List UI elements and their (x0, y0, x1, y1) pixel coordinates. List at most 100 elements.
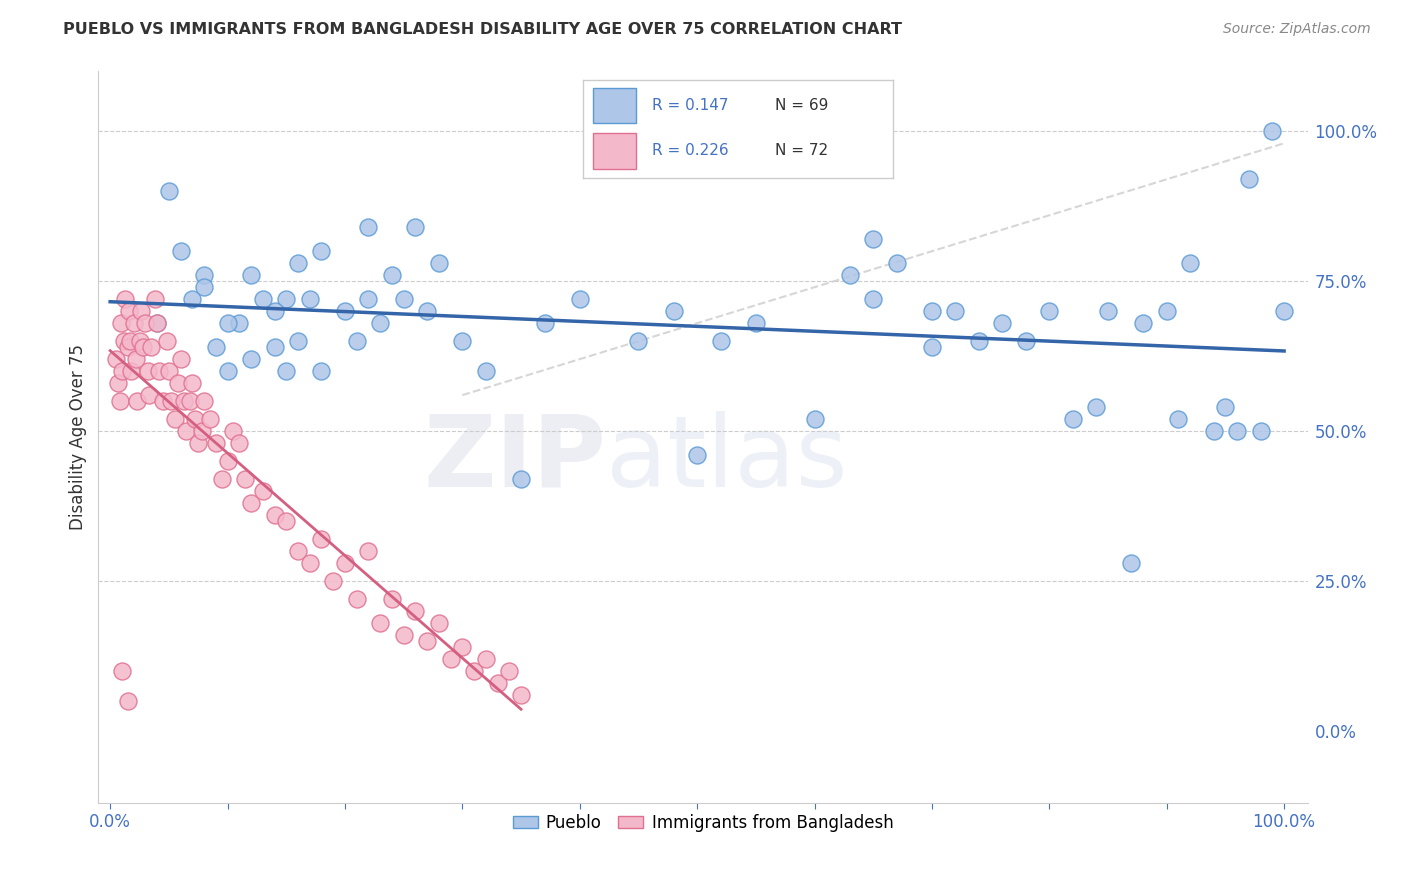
Point (416, 304, 439, 318)
Point (204, 436, 226, 450)
Point (1038, 304, 1060, 318)
Point (921, 340, 943, 354)
Point (263, 304, 285, 318)
Point (1261, 124, 1284, 138)
Point (117, 340, 139, 354)
Point (627, 334, 650, 348)
Point (228, 316, 250, 330)
Point (1121, 556, 1143, 570)
Point (862, 292, 884, 306)
Point (510, 472, 533, 486)
Point (263, 340, 285, 354)
Point (568, 292, 591, 306)
Point (111, 664, 134, 678)
Point (298, 292, 321, 306)
Point (803, 412, 825, 426)
Text: N = 69: N = 69 (775, 98, 828, 113)
Point (967, 334, 990, 348)
Point (298, 556, 321, 570)
Point (1015, 334, 1038, 348)
Point (392, 628, 415, 642)
Point (125, 352, 148, 367)
FancyBboxPatch shape (593, 88, 636, 123)
Point (1132, 316, 1154, 330)
Point (381, 268, 404, 283)
Point (357, 220, 380, 235)
Point (114, 292, 136, 306)
Point (163, 412, 186, 426)
Point (463, 664, 485, 678)
Point (1215, 400, 1237, 414)
Point (287, 334, 309, 348)
Point (427, 256, 450, 270)
Point (945, 304, 967, 318)
Point (439, 652, 461, 666)
Y-axis label: Disability Age Over 75: Disability Age Over 75 (69, 344, 87, 530)
Point (120, 364, 142, 378)
Point (745, 316, 768, 330)
Point (173, 394, 195, 409)
Point (1250, 424, 1272, 438)
Point (276, 514, 298, 528)
Point (228, 436, 250, 450)
Point (211, 472, 233, 486)
Text: ZIP: ZIP (423, 410, 606, 508)
Point (157, 184, 180, 198)
Point (311, 532, 333, 546)
Point (510, 688, 533, 702)
Point (427, 615, 450, 630)
Point (217, 364, 239, 378)
Point (132, 340, 155, 354)
Point (193, 268, 215, 283)
Point (404, 604, 426, 618)
Point (486, 676, 509, 690)
Point (148, 364, 170, 378)
Point (416, 634, 439, 648)
Point (217, 454, 239, 468)
Point (498, 664, 520, 678)
Point (120, 334, 142, 348)
Text: PUEBLO VS IMMIGRANTS FROM BANGLADESH DISABILITY AGE OVER 75 CORRELATION CHART: PUEBLO VS IMMIGRANTS FROM BANGLADESH DIS… (63, 22, 903, 37)
Point (136, 364, 159, 378)
Point (1272, 304, 1295, 318)
Point (128, 334, 150, 348)
Point (193, 280, 215, 294)
Point (112, 334, 135, 348)
Point (193, 394, 215, 409)
Point (686, 448, 709, 462)
Point (122, 316, 145, 330)
Point (1085, 400, 1108, 414)
Point (117, 694, 139, 708)
Point (160, 394, 183, 409)
Point (129, 304, 152, 318)
Point (146, 316, 169, 330)
Point (118, 304, 141, 318)
Point (146, 316, 169, 330)
Point (108, 394, 131, 409)
Point (105, 352, 128, 367)
Point (311, 364, 333, 378)
Point (155, 334, 177, 348)
Text: Source: ZipAtlas.com: Source: ZipAtlas.com (1223, 22, 1371, 37)
Point (1237, 172, 1260, 186)
Point (240, 496, 263, 510)
Point (233, 472, 256, 486)
Point (157, 364, 180, 378)
Point (181, 376, 204, 391)
Point (1180, 256, 1202, 270)
Point (276, 364, 298, 378)
Point (198, 412, 221, 426)
Point (1097, 304, 1119, 318)
Point (991, 316, 1014, 330)
Point (110, 316, 132, 330)
Point (451, 334, 474, 348)
Point (311, 244, 333, 259)
Point (183, 412, 205, 426)
Point (204, 340, 226, 354)
Point (357, 544, 380, 558)
Point (167, 376, 190, 391)
Point (252, 483, 274, 498)
Point (333, 556, 356, 570)
Text: atlas: atlas (606, 410, 848, 508)
Point (222, 424, 245, 438)
